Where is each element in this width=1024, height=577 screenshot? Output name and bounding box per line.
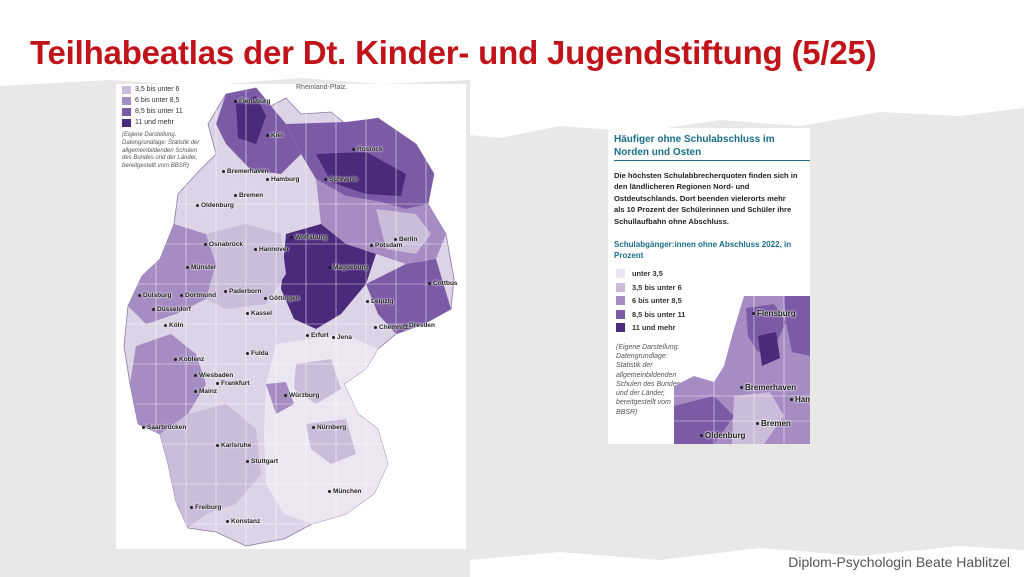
city-label: Leipzig <box>366 298 393 305</box>
city-label: Osnabrück <box>204 241 243 248</box>
info-panel: Häufiger ohne Schulabschluss im Norden u… <box>608 128 810 444</box>
city-label: Koblenz <box>174 356 204 363</box>
city-label: München <box>328 488 362 495</box>
city-label: Jena <box>332 334 352 341</box>
legend-label: unter 3,5 <box>632 269 663 279</box>
city-label: Nürnberg <box>312 424 346 431</box>
slide-title: Teilhabeatlas der Dt. Kinder- und Jugend… <box>30 34 877 71</box>
city-label: Bremen <box>234 192 263 199</box>
city-label: Karlsruhe <box>216 442 251 449</box>
city-label: Frankfurt <box>216 380 250 387</box>
city-label: Saarbrücken <box>142 424 186 431</box>
legend-item: 11 und mehr <box>122 117 183 128</box>
legend-item: 6 bis unter 8,5 <box>122 95 183 106</box>
inset-city-label: Bremerhaven <box>740 383 796 392</box>
city-label: Münster <box>186 264 216 271</box>
city-label: Köln <box>164 322 183 329</box>
city-label: Cottbus <box>428 280 458 287</box>
legend-label: 11 und mehr <box>632 323 676 333</box>
city-label: Schwerin <box>324 176 358 183</box>
info-subtitle: Schulabgänger:innen ohne Abschluss 2022,… <box>614 240 792 260</box>
legend-item: unter 3,5 <box>616 267 685 281</box>
city-label: Hannover <box>254 246 289 253</box>
city-label: Mainz <box>194 388 217 395</box>
inset-city-label: Flensburg <box>752 309 796 318</box>
city-label: Bremerhaven <box>222 168 269 175</box>
legend-swatch <box>122 85 131 94</box>
inset-city-label: Oldenburg <box>700 431 745 440</box>
city-label: Düsseldorf <box>152 306 191 313</box>
inset-city-label: Bremen <box>756 419 791 428</box>
legend-label: 3,5 bis unter 6 <box>632 282 682 292</box>
info-divider <box>614 160 810 161</box>
city-label: Flensburg <box>234 98 270 105</box>
legend-swatch <box>616 309 625 319</box>
city-label: Konstanz <box>226 518 260 525</box>
legend-swatch <box>616 282 625 292</box>
legend-swatch <box>122 96 131 105</box>
city-label: Dresden <box>404 322 435 329</box>
city-label: Stuttgart <box>246 458 278 465</box>
city-label: Rostock <box>352 146 383 153</box>
city-label: Magdeburg <box>328 264 368 271</box>
legend-item: 3,5 bis unter 6 <box>616 281 685 295</box>
legend-swatch <box>122 107 131 116</box>
legend-label: 11 und mehr <box>135 119 174 126</box>
city-label: Göttingen <box>264 295 300 302</box>
city-label: Potsdam <box>370 242 402 249</box>
legend-swatch <box>616 296 625 306</box>
city-label: Dortmund <box>180 292 216 299</box>
city-label: Kiel <box>266 132 283 139</box>
legend-item: 8,5 bis unter 11 <box>122 106 183 117</box>
map-legend: 3,5 bis unter 6 6 bis unter 8,5 8,5 bis … <box>122 84 183 128</box>
city-label: Kassel <box>246 310 272 317</box>
legend-item: 8,5 bis unter 11 <box>616 308 685 322</box>
info-source-note: (Eigene Darstellung. Datengrundlage: Sta… <box>616 344 681 416</box>
city-label: Paderborn <box>224 288 262 295</box>
city-label: Freiburg <box>190 504 221 511</box>
legend-item: 11 und mehr <box>616 321 685 335</box>
map-source-note: (Eigene Darstellung. Datengrundlage: Sta… <box>122 132 200 170</box>
legend-swatch <box>122 118 131 127</box>
city-label: Chemnitz <box>374 324 408 331</box>
inset-city-label: Hamb <box>790 395 810 404</box>
author-footer: Diplom-Psychologin Beate Hablitzel <box>788 554 1010 570</box>
city-label: Würzburg <box>284 392 319 399</box>
germany-map-panel: Rheinland-Pfalz. 3,5 bis unter 6 6 bis u… <box>116 84 466 549</box>
legend-label: 6 bis unter 8,5 <box>135 97 180 104</box>
city-label: Hamburg <box>266 176 300 183</box>
city-label: Wolfsburg <box>290 234 327 241</box>
legend-label: 8,5 bis unter 11 <box>632 309 686 319</box>
legend-label: 6 bis unter 8,5 <box>632 296 682 306</box>
legend-swatch <box>616 269 625 279</box>
info-body-text: Die höchsten Schulabbrecherquoten finden… <box>614 171 798 226</box>
city-label: Fulda <box>246 350 268 357</box>
map-header-note: Rheinland-Pfalz. <box>296 84 348 91</box>
city-label: Duisburg <box>138 292 172 299</box>
city-label: Erfurt <box>306 332 329 339</box>
legend-item: 6 bis unter 8,5 <box>616 294 685 308</box>
city-label: Wiesbaden <box>194 372 233 379</box>
legend-swatch <box>616 323 625 333</box>
info-legend: unter 3,5 3,5 bis unter 6 6 bis unter 8,… <box>616 267 685 335</box>
legend-item: 3,5 bis unter 6 <box>122 84 183 95</box>
info-title: Häufiger ohne Schulabschluss im Norden u… <box>614 134 775 158</box>
city-label: Oldenburg <box>196 202 234 209</box>
city-label: Berlin <box>394 236 417 243</box>
legend-label: 8,5 bis unter 11 <box>135 108 183 115</box>
legend-label: 3,5 bis unter 6 <box>135 86 180 93</box>
